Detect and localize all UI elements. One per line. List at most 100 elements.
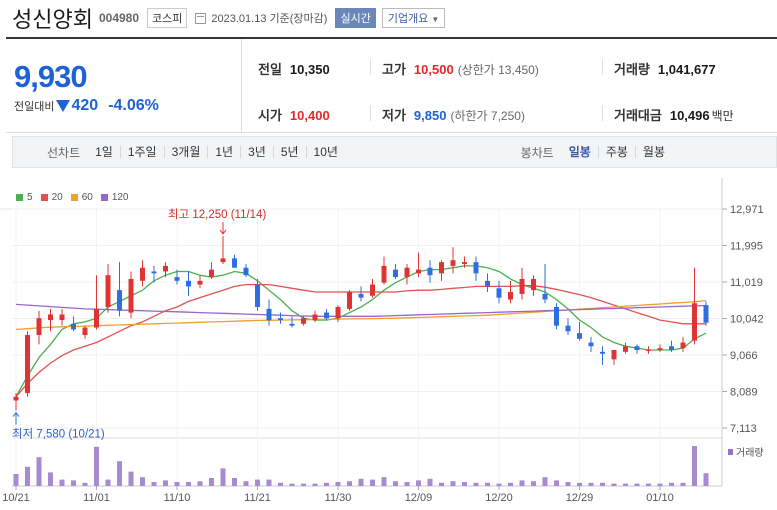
period-3y[interactable]: 3년 <box>240 146 273 158</box>
prev-close-label: 전일 <box>258 62 282 77</box>
candle-body <box>220 258 226 263</box>
volume-cell: 거래량 1,041,677 <box>614 59 716 78</box>
candle-body <box>404 267 410 278</box>
prev-close-value: 10,350 <box>289 62 330 77</box>
open-value: 10,400 <box>289 108 330 123</box>
period-1y[interactable]: 1년 <box>207 146 240 158</box>
candle-monthly[interactable]: 월봉 <box>634 146 672 158</box>
y-tick-label: 7,113 <box>730 423 757 435</box>
candle-daily[interactable]: 일봉 <box>568 145 591 159</box>
volume-bar <box>427 478 433 486</box>
x-tick-label: 11/10 <box>164 492 191 504</box>
period-5y[interactable]: 5년 <box>272 146 306 158</box>
candle-body <box>519 278 525 294</box>
candle-body <box>588 342 594 347</box>
legend-ma20: 20 <box>40 192 63 203</box>
period-1w[interactable]: 1주일 <box>119 146 164 158</box>
volume-bar <box>13 474 19 486</box>
low-cell: 저가 9,850 (하한가 7,250) <box>382 105 525 124</box>
candle-weekly[interactable]: 주봉 <box>597 146 635 158</box>
high-annotation: 최고 12,250 (11/14) <box>168 208 266 221</box>
legend-label: 120 <box>111 192 129 203</box>
y-tick-label: 9,066 <box>730 350 758 362</box>
volume-bar <box>703 473 709 486</box>
x-tick-label: 12/20 <box>485 492 513 504</box>
volume-bar <box>105 479 111 486</box>
candle-body <box>496 288 502 298</box>
candle-body <box>634 346 640 350</box>
divider <box>602 105 603 121</box>
candle-body <box>335 306 341 319</box>
stock-name: 성신양회 <box>12 7 93 32</box>
quote-panel: 9,930 전일대비 420 -4.06% 전일 10,350 고가 10,50… <box>6 37 777 133</box>
period-3m[interactable]: 3개월 <box>163 146 208 158</box>
volume-bar <box>462 482 467 486</box>
x-tick-label: 01/10 <box>646 492 674 504</box>
volume-bar <box>496 483 502 486</box>
candle-body <box>243 267 249 276</box>
volume-bar <box>531 481 536 486</box>
candlesticks <box>13 235 709 411</box>
volume-bar <box>48 472 53 486</box>
chevron-down-icon: ▼ <box>431 15 440 24</box>
volume-bar <box>508 482 513 486</box>
volume-bar <box>381 477 387 486</box>
candle-body <box>703 305 709 323</box>
volume-legend-swatch <box>728 449 733 455</box>
volume-bar <box>600 482 605 486</box>
amount-cell: 거래대금 10,496 백만 <box>614 105 734 124</box>
candle-body <box>117 290 122 311</box>
volume-bar <box>186 482 191 486</box>
volume-bar <box>646 483 651 486</box>
candle-body <box>554 306 559 326</box>
candle-body <box>255 284 260 307</box>
volume-bar <box>312 483 318 486</box>
amount-unit: 백만 <box>711 109 734 123</box>
volume-bar <box>289 483 295 486</box>
period-10y[interactable]: 10년 <box>305 146 345 158</box>
volume-bar <box>554 480 559 486</box>
current-price: 9,930 <box>14 59 88 94</box>
candle-body <box>82 327 88 336</box>
candle-body <box>692 303 697 341</box>
candle-body <box>508 292 513 300</box>
open-label: 시가 <box>258 108 282 123</box>
x-tick-label: 12/09 <box>405 492 433 504</box>
candle-body <box>611 349 617 360</box>
period-1d[interactable]: 1일 <box>95 145 113 159</box>
divider <box>602 59 603 75</box>
y-tick-label: 12,971 <box>730 204 764 216</box>
legend-ma5: 5 <box>16 192 33 203</box>
candle-body <box>427 267 433 276</box>
volume-bar <box>82 482 88 486</box>
volume-bar <box>266 479 272 486</box>
ma-line-60 <box>15 299 707 331</box>
volume-bar <box>439 482 444 486</box>
candle-body <box>312 314 318 321</box>
moving-averages <box>15 265 707 398</box>
candle-body <box>59 314 65 321</box>
low-annotation: 최저 7,580 (10/21) <box>12 428 105 441</box>
calendar-icon <box>195 12 207 24</box>
y-tick-label: 8,089 <box>730 387 758 399</box>
lower-limit: (하한가 7,250) <box>450 109 525 123</box>
volume-bar <box>370 479 375 486</box>
volume-bar <box>450 481 456 486</box>
candle-body <box>646 349 651 351</box>
candle-body <box>565 325 571 332</box>
volume-bar <box>59 479 65 486</box>
x-tick-label: 11/01 <box>83 492 110 504</box>
volume-bar <box>278 482 283 486</box>
volume-bar <box>347 481 352 486</box>
candle-body <box>163 265 168 272</box>
volume-bar <box>657 483 663 486</box>
candle-body <box>347 292 352 309</box>
candle-body <box>232 258 237 268</box>
volume-bar <box>140 477 145 486</box>
legend-label: 60 <box>81 192 93 203</box>
company-info-dropdown[interactable]: 기업개요 ▼ <box>381 8 446 28</box>
volume-bar <box>542 477 548 486</box>
realtime-button[interactable]: 실시간 <box>335 8 376 28</box>
candle-body <box>542 293 548 300</box>
quote-date: 2023.01.13 기준(장마감) <box>211 10 327 26</box>
